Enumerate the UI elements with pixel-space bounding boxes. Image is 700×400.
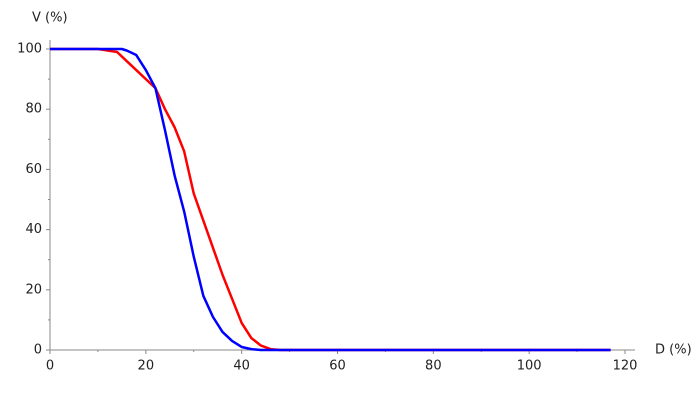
series-line bbox=[50, 47, 611, 352]
y-tick-label: 60 bbox=[25, 162, 42, 177]
y-tick-label: 80 bbox=[25, 102, 42, 117]
series-line bbox=[50, 47, 611, 352]
x-tick-label: 0 bbox=[46, 359, 54, 374]
x-tick-label: 80 bbox=[425, 359, 442, 374]
y-tick-label: 20 bbox=[25, 282, 42, 297]
x-tick-label: 60 bbox=[329, 359, 346, 374]
x-tick-label: 100 bbox=[517, 359, 542, 374]
x-axis-label: D (%) bbox=[655, 343, 692, 358]
x-tick-label: 120 bbox=[613, 359, 638, 374]
x-tick-label: 40 bbox=[233, 359, 250, 374]
y-tick-label: 0 bbox=[34, 343, 42, 358]
y-tick-label: 100 bbox=[17, 42, 42, 57]
x-tick-label: 20 bbox=[138, 359, 155, 374]
y-axis-label: V (%) bbox=[32, 11, 68, 26]
y-tick-label: 40 bbox=[25, 222, 42, 237]
